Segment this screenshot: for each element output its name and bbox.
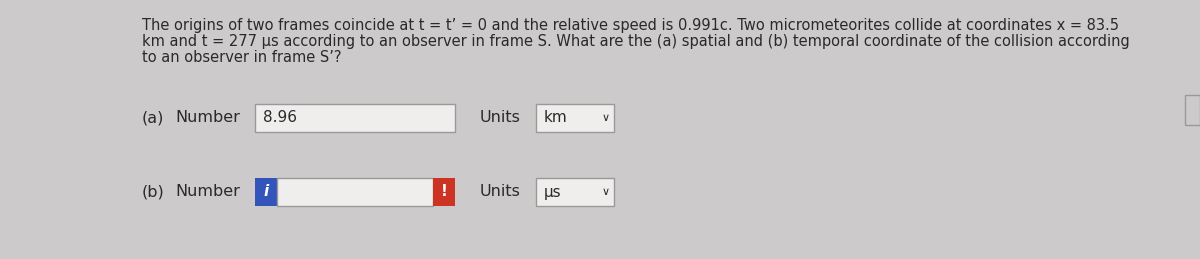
Bar [256,178,277,206]
Text: Units: Units [480,184,521,199]
Text: The origins of two frames coincide at t = t’ = 0 and the relative speed is 0.991: The origins of two frames coincide at t … [142,18,1120,33]
Bar [433,178,455,206]
Text: Number: Number [175,184,240,199]
Text: ∨: ∨ [602,187,610,197]
Text: to an observer in frame S’?: to an observer in frame S’? [142,50,342,65]
Text: i: i [263,184,269,199]
Text: 8.96: 8.96 [263,111,298,126]
Bar [256,104,455,132]
Text: Units: Units [480,111,521,126]
Text: (a): (a) [142,111,164,126]
Text: km and t = 277 μs according to an observer in frame S. What are the (a) spatial : km and t = 277 μs according to an observ… [142,34,1129,49]
Text: !: ! [440,184,448,199]
Text: (b): (b) [142,184,164,199]
Text: Number: Number [175,111,240,126]
Text: ∨: ∨ [602,113,610,123]
Bar [277,178,433,206]
Text: km: km [544,111,568,126]
Bar [536,178,614,206]
Text: μs: μs [544,184,562,199]
Bar [1186,95,1200,125]
Bar [536,104,614,132]
